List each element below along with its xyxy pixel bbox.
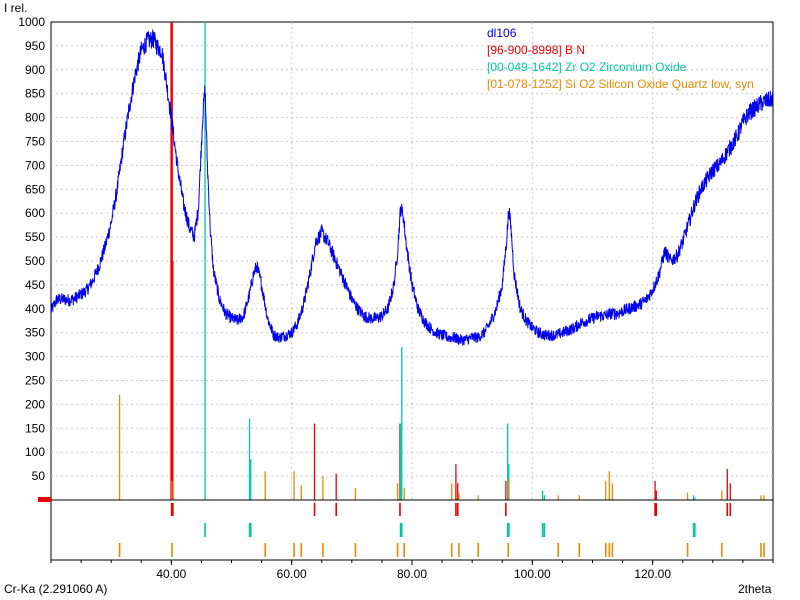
- y-tick-label: 150: [25, 421, 45, 435]
- legend: dl106 [96-900-8998] B N [00-049-1642] Zr O…: [487, 26, 754, 91]
- y-tick-label: 550: [25, 230, 45, 244]
- y-tick-label: 950: [25, 39, 45, 53]
- tick-labels: 50 100 150 200 250 300 350 400 450 500 550 600 650 70…: [18, 15, 774, 581]
- x-tick-label: 80.00: [397, 567, 427, 581]
- y-tick-label: 250: [25, 374, 45, 388]
- y-tick-label: 700: [25, 158, 45, 172]
- radiation-label: Cr-Ka (2.291060 A): [4, 582, 107, 596]
- baseline-marker: [38, 497, 51, 502]
- series-lines: [50, 29, 774, 346]
- y-tick-label: 900: [25, 63, 45, 77]
- x-tick-label: 60.00: [277, 567, 307, 581]
- x-tick-label: 100.00: [514, 567, 551, 581]
- legend-entry: [96-900-8998] B N: [487, 43, 585, 57]
- y-tick-label: 350: [25, 326, 45, 340]
- y-axis-label: I rel.: [4, 1, 27, 15]
- y-tick-label: 450: [25, 278, 45, 292]
- x-axis-label: 2theta: [738, 582, 772, 596]
- phase-markers: [118, 503, 765, 557]
- legend-entry: [00-049-1642] Zr O2 Zirconium Oxide: [487, 60, 687, 74]
- y-tick-label: 1000: [18, 15, 45, 29]
- y-tick-label: 650: [25, 182, 45, 196]
- y-tick-label: 850: [25, 87, 45, 101]
- series-line-dl106: [50, 29, 774, 346]
- marker-panel: [50, 499, 774, 561]
- x-tick-label: 40.00: [156, 567, 186, 581]
- y-tick-label: 200: [25, 397, 45, 411]
- y-tick-label: 50: [32, 469, 46, 483]
- y-tick-label: 600: [25, 206, 45, 220]
- y-tick-label: 500: [25, 254, 45, 268]
- legend-entry: dl106: [487, 26, 517, 40]
- x-tick-label: 120.00: [634, 567, 671, 581]
- phase-sticks: [118, 22, 765, 500]
- y-tick-label: 100: [25, 445, 45, 459]
- y-tick-label: 300: [25, 350, 45, 364]
- y-tick-label: 800: [25, 111, 45, 125]
- y-tick-label: 400: [25, 302, 45, 316]
- y-tick-label: 750: [25, 135, 45, 149]
- legend-entry: [01-078-1252] Si O2 Silicon Oxide Quartz…: [487, 77, 754, 91]
